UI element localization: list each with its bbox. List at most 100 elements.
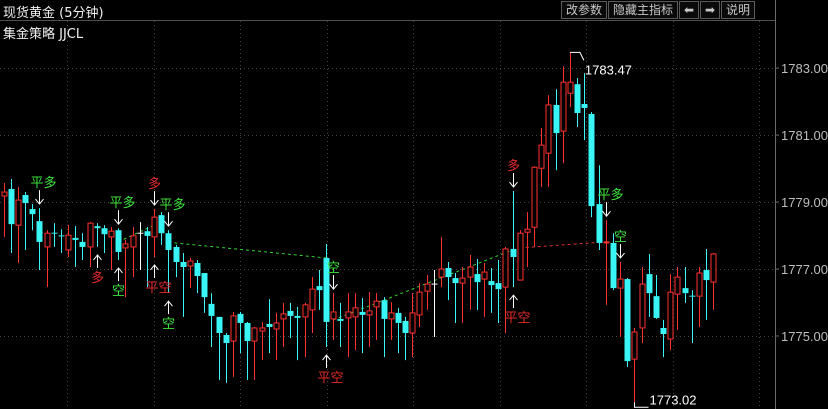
candle	[194, 259, 201, 294]
candle-body	[266, 323, 273, 327]
candle	[388, 302, 395, 341]
change-params-button[interactable]: 改参数	[561, 1, 608, 19]
arrow-right-icon[interactable]: ➡	[700, 1, 721, 19]
candle	[495, 259, 502, 323]
candle	[409, 293, 416, 358]
candle	[115, 228, 122, 260]
signal-label: 空	[327, 261, 340, 276]
trade-line	[118, 224, 155, 243]
candle-body	[144, 231, 151, 236]
candle-body	[381, 300, 388, 319]
hide-main-indicator-button[interactable]: 隐藏主指标	[608, 1, 679, 19]
candle	[44, 230, 51, 288]
min-marker-line	[634, 402, 649, 408]
arrow-head-icon	[164, 300, 173, 307]
signal-marker: 多	[148, 176, 161, 206]
candle	[302, 302, 309, 358]
candle-body	[287, 310, 294, 316]
candle-body	[187, 260, 194, 267]
candle	[208, 293, 215, 348]
candle-body	[438, 268, 445, 278]
signal-label: 多	[507, 158, 520, 174]
candle	[94, 223, 101, 247]
arrow-head-icon	[509, 294, 518, 301]
candle	[416, 283, 423, 327]
candle-body	[101, 228, 108, 235]
candle-body	[359, 311, 366, 315]
candle	[309, 277, 316, 333]
candle	[481, 263, 488, 317]
candle-body	[445, 268, 452, 278]
candle-body	[251, 327, 258, 342]
candle	[22, 192, 29, 250]
arrow-head-icon	[114, 267, 123, 274]
arrow-head-icon	[93, 254, 102, 261]
candle-body	[108, 230, 115, 238]
candle-body	[545, 104, 552, 154]
candle-body	[44, 232, 51, 248]
candle	[445, 262, 452, 301]
candle-body	[710, 253, 717, 283]
candle	[553, 89, 560, 171]
candle	[36, 208, 43, 271]
candle-body	[538, 144, 545, 169]
candle	[366, 292, 373, 348]
grid	[0, 21, 775, 409]
candle	[689, 290, 696, 344]
candle	[130, 227, 137, 278]
candle	[545, 95, 552, 187]
candle-body	[8, 189, 15, 225]
candle-body	[624, 279, 631, 362]
candle-body	[216, 316, 223, 333]
candle-body	[294, 315, 301, 318]
candle	[287, 302, 294, 339]
candle	[696, 267, 703, 327]
candle-body	[596, 204, 603, 243]
candle-body	[223, 334, 230, 344]
candle-body	[574, 84, 581, 113]
arrow-left-icon[interactable]: ⬅	[679, 1, 700, 19]
candle-body	[531, 166, 538, 228]
candle	[674, 267, 681, 330]
candle	[660, 319, 667, 358]
trade-line	[168, 241, 327, 259]
candle	[122, 239, 129, 298]
candle	[58, 229, 65, 253]
candle	[273, 312, 280, 361]
candle-body	[373, 300, 380, 308]
candle-body	[682, 288, 689, 294]
candle	[488, 268, 495, 313]
candle-body	[345, 311, 352, 319]
candle	[624, 278, 631, 368]
signal-marker: 平空	[317, 354, 344, 386]
candle-body	[194, 263, 201, 277]
candle-body	[517, 232, 524, 281]
candle-body	[208, 303, 215, 316]
candle	[373, 293, 380, 341]
candle	[316, 270, 323, 310]
candle	[79, 233, 86, 260]
indicator-name: 集金策略 JJCL	[3, 27, 84, 42]
candle	[517, 230, 524, 281]
candle-body	[603, 241, 610, 244]
candle-body	[646, 274, 653, 294]
candle-body	[173, 246, 180, 263]
candle	[581, 73, 588, 141]
arrow-head-icon	[150, 264, 159, 271]
candle	[703, 248, 710, 320]
candle	[173, 244, 180, 278]
candle	[510, 191, 517, 288]
signal-label: 空	[162, 317, 175, 332]
signal-label: 平多	[597, 187, 623, 203]
candle	[710, 252, 717, 310]
candle	[345, 293, 352, 358]
help-button[interactable]: 说明	[721, 1, 756, 19]
candle	[610, 233, 617, 291]
candle	[352, 293, 359, 351]
candle	[667, 274, 674, 351]
extreme-markers: 1783.47 1773.02	[569, 51, 697, 408]
candle	[294, 306, 301, 361]
candle-body	[22, 195, 29, 204]
signal-marker: 平多	[159, 197, 186, 227]
